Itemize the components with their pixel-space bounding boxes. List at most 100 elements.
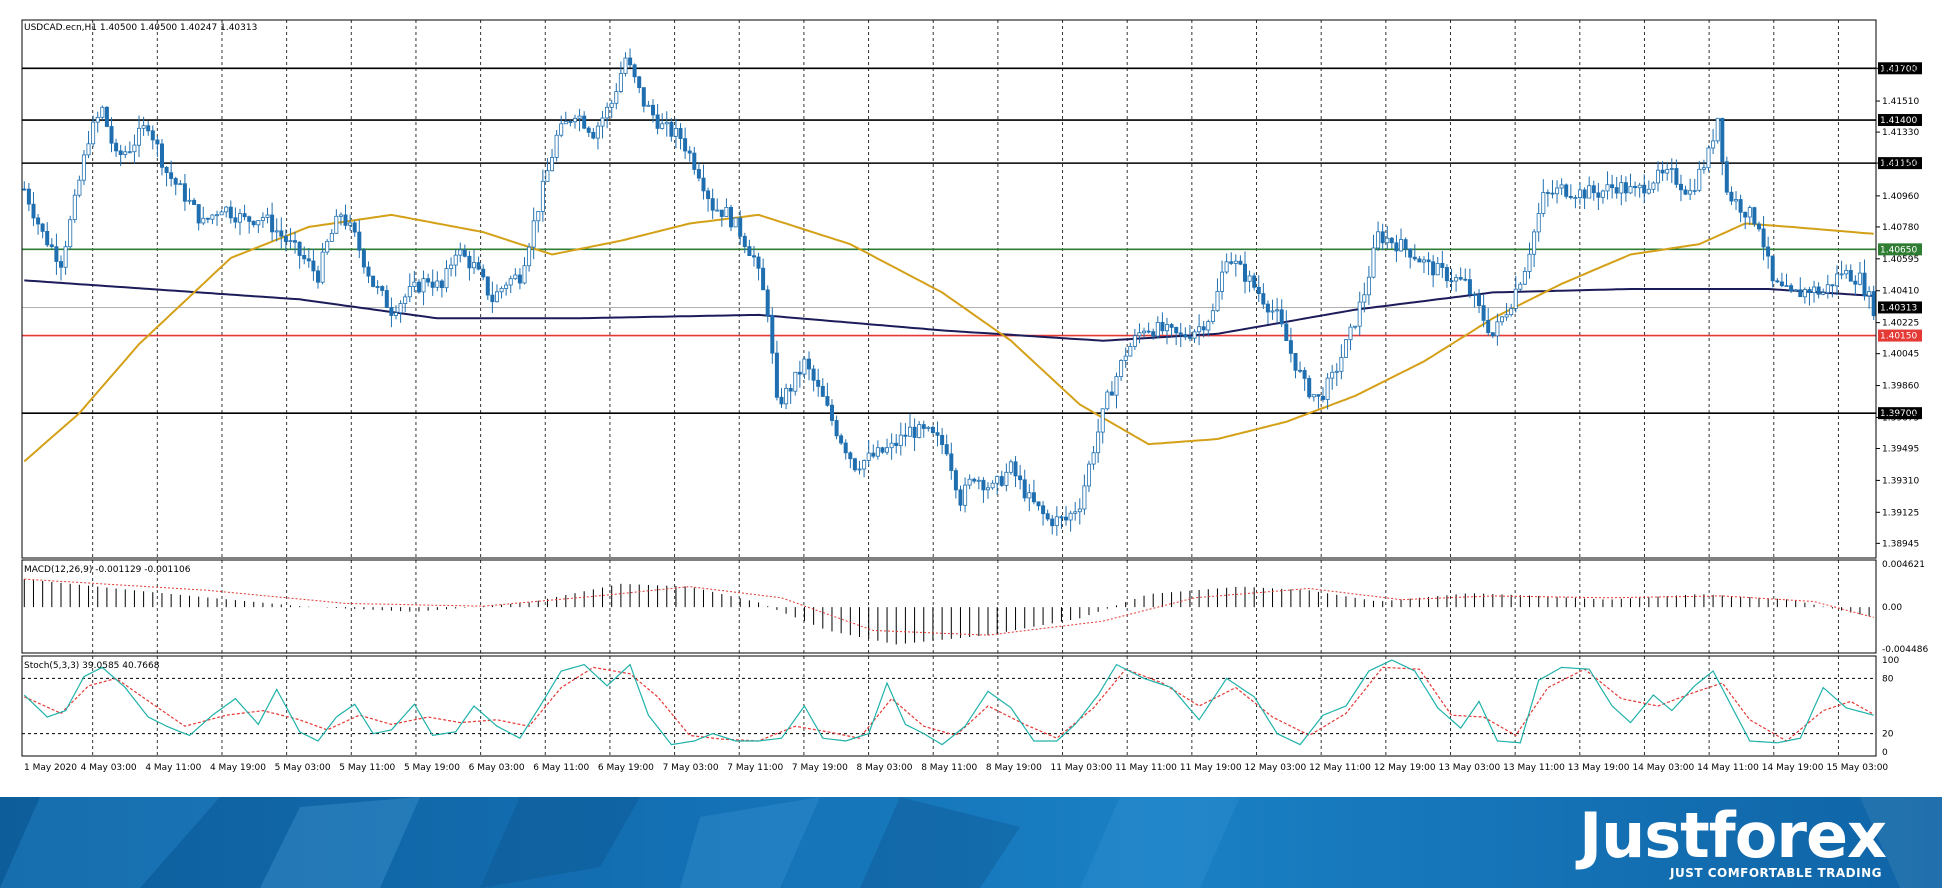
bull-candle [513,274,518,280]
bull-candle [559,123,564,136]
bull-candle [288,240,293,243]
bull-candle [1068,512,1073,521]
bear-candle [173,178,178,185]
bear-candle [1045,513,1050,520]
bull-candle [453,254,458,266]
bear-candle [742,235,747,248]
bull-candle [733,217,738,228]
bull-candle [1637,184,1642,189]
bear-candle [1013,461,1018,477]
x-tick-label: 13 May 03:00 [1438,763,1500,773]
bull-candle [1142,330,1147,334]
bull-candle [531,220,536,248]
bull-candle [201,217,206,224]
bull-candle [1027,492,1032,499]
y-tick-label: 1.40780 [1882,223,1919,233]
bear-candle [765,289,770,316]
y-tick-label: 1.39310 [1882,476,1919,486]
bull-candle [325,240,330,253]
bull-candle [990,482,995,489]
bear-candle [490,294,495,303]
bull-candle [1165,324,1170,332]
bull-candle [449,264,454,270]
bear-candle [1174,326,1179,334]
bull-candle [1605,184,1610,192]
stoch-tick-label: 20 [1882,730,1894,740]
bear-candle [1187,336,1192,339]
bear-candle [439,280,444,288]
bull-candle [1844,269,1849,275]
bull-candle [1091,452,1096,465]
bull-candle [334,215,339,234]
bull-candle [609,102,614,108]
bear-candle [31,203,36,219]
bull-candle [1077,508,1082,513]
bull-candle [554,134,559,158]
level-label: 1.40150 [1880,332,1917,342]
bull-candle [1270,310,1275,313]
bull-candle [63,246,68,268]
bull-candle [527,246,532,267]
ma-fast-line [23,213,1874,463]
bear-candle [150,130,155,141]
bull-candle [986,487,991,491]
bull-candle [550,157,555,172]
bear-candle [1229,261,1234,264]
bull-candle [421,278,426,293]
bear-candle [476,262,481,270]
macd-tick-label: 0.004621 [1882,560,1925,570]
bull-candle [210,214,215,220]
bear-candle [1298,369,1303,372]
bull-candle [1220,271,1225,292]
bear-candle [1041,505,1046,515]
current-price-label: 1.40313 [1880,303,1917,313]
bull-candle [1353,325,1358,328]
x-tick-label: 8 May 03:00 [857,763,913,773]
bear-candle [1467,279,1472,295]
bear-candle [834,420,839,437]
bear-candle [283,235,288,242]
bear-candle [270,214,275,233]
stoch-tick-label: 80 [1882,674,1894,684]
support-resistance-lines: 1.41700 1.41400 1.41150 1.40650 1.40150 1.397… [22,62,1922,420]
bull-candle [1311,394,1316,398]
bull-candle [1004,471,1009,486]
bear-candle [1743,211,1748,218]
bull-candle [1197,326,1202,333]
bear-candle [1389,237,1394,244]
bull-candle [1192,331,1197,339]
bear-candle [1408,248,1413,258]
level-label: 1.40650 [1880,245,1917,255]
bull-candle [260,217,265,221]
bear-candle [26,188,31,205]
y-tick-label: 1.41150 [1882,159,1919,169]
bull-candle [802,358,807,375]
bear-candle [752,255,757,258]
bear-candle [1022,479,1027,499]
level-label-bg [1878,157,1922,170]
bull-candle [600,117,605,127]
bear-candle [1293,352,1298,371]
bear-candle [706,190,711,199]
bear-candle [192,199,197,206]
bear-candle [678,127,683,139]
bear-candle [651,104,656,116]
bull-candle [1210,310,1215,323]
bear-candle [1633,185,1638,189]
bear-candle [1642,184,1647,194]
bear-candle [1064,516,1069,521]
bear-candle [839,435,844,444]
x-tick-label: 11 May 11:00 [1115,763,1177,773]
bull-candle [673,127,678,137]
bear-candle [1610,184,1615,188]
bear-candle [375,286,380,288]
bear-candle [384,290,389,308]
bull-candle [1385,237,1390,244]
bear-candle [371,275,376,287]
bear-candle [1766,246,1771,257]
bull-candle [1330,371,1335,379]
bear-candle [1265,303,1270,313]
level-label-bg [1878,114,1922,127]
bear-candle [1302,370,1307,379]
bull-candle [123,151,128,155]
